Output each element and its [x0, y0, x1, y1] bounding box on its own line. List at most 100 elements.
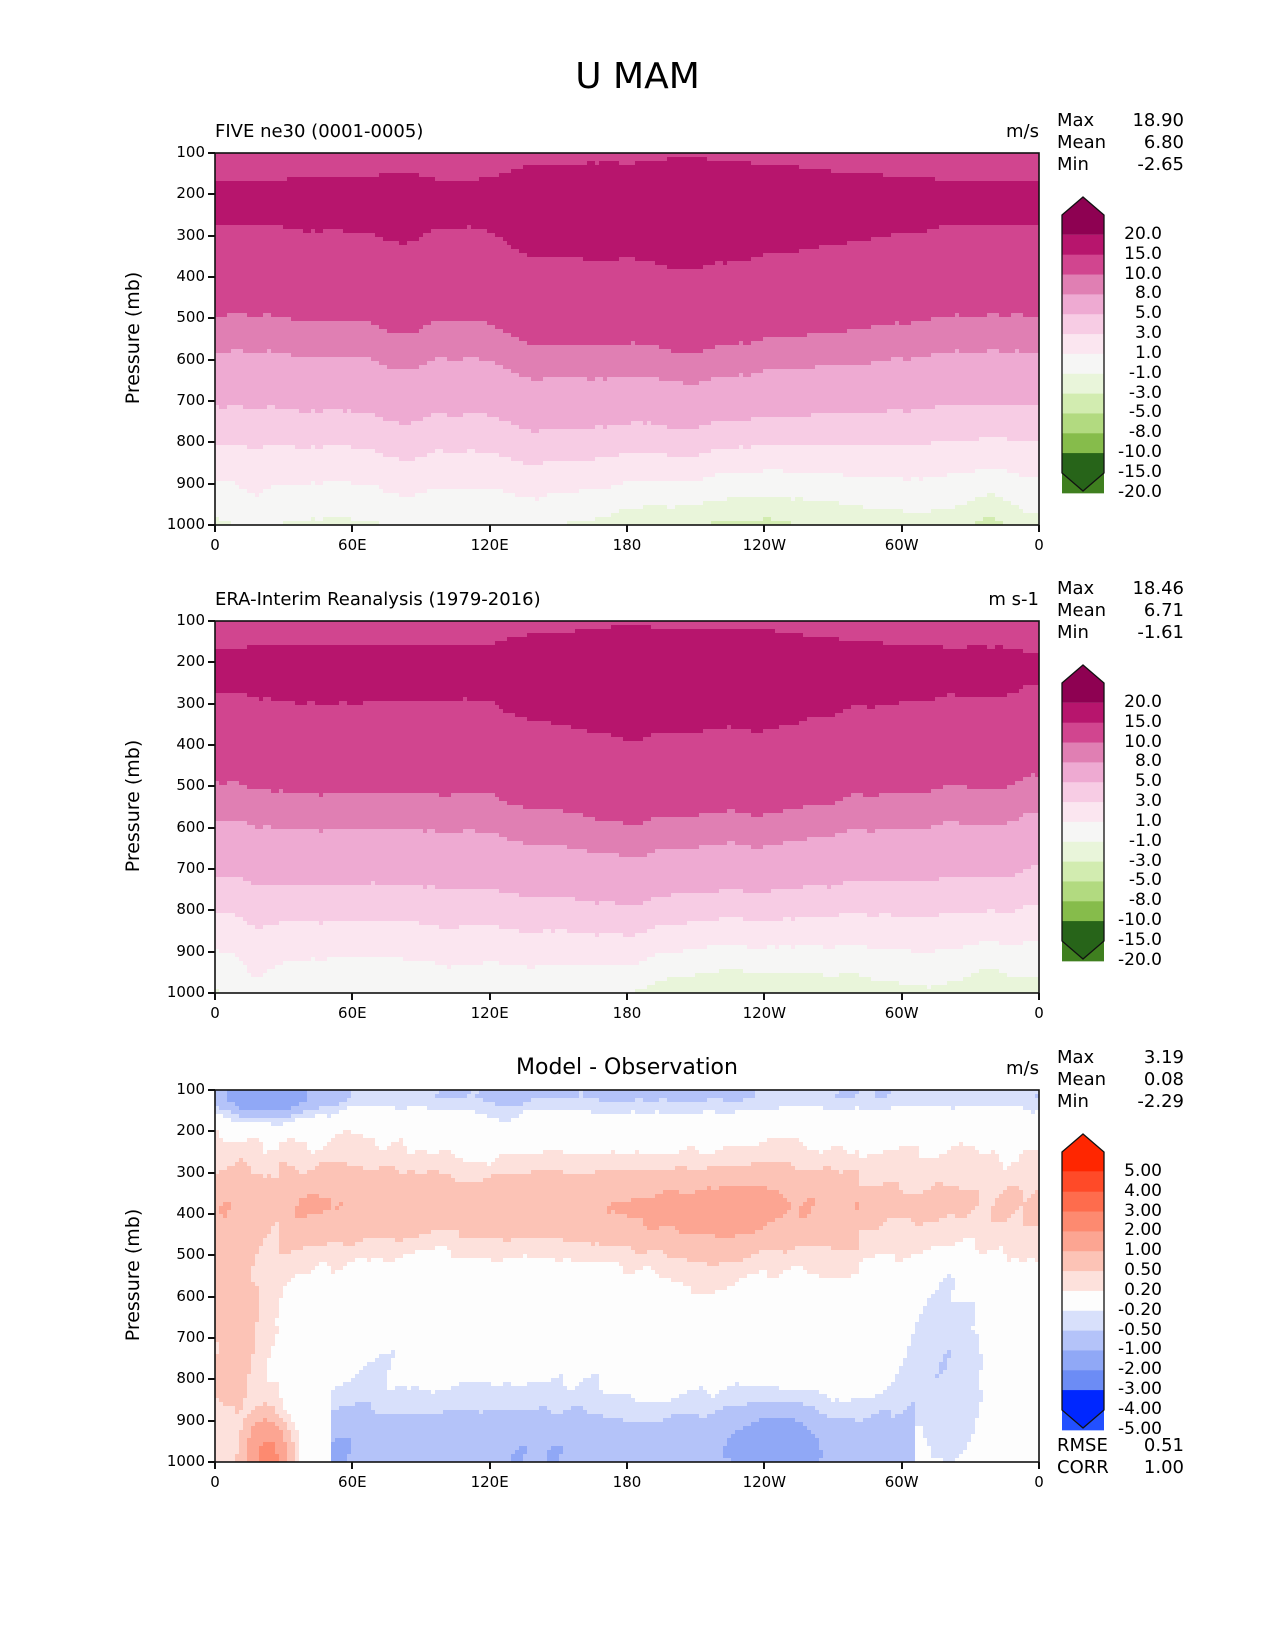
colorbar-swatch — [1062, 782, 1104, 803]
contour-cell — [903, 1362, 940, 1367]
contour-cell — [1023, 313, 1040, 318]
contour-cell — [803, 1402, 912, 1407]
contour-cell — [619, 453, 668, 458]
contour-cell — [307, 1098, 348, 1103]
contour-cell — [671, 1414, 700, 1419]
contour-cell — [223, 1114, 240, 1119]
contour-cell — [539, 429, 1040, 434]
y-tick — [208, 1089, 215, 1091]
contour-cell — [215, 1194, 308, 1199]
contour-cell — [727, 1442, 820, 1447]
contour-cell — [847, 329, 1040, 334]
contour-cell — [307, 1170, 400, 1175]
contour-cell — [215, 509, 620, 514]
contour-cell — [215, 457, 400, 462]
contour-cell — [231, 1118, 296, 1123]
contour-cell — [707, 1414, 828, 1419]
contour-cell — [883, 1182, 900, 1187]
contour-cell — [331, 1434, 732, 1439]
y-tick-label: 800 — [176, 900, 205, 919]
contour-cell — [499, 417, 752, 422]
contour-cell — [347, 1162, 488, 1167]
contour-cell — [555, 1258, 564, 1263]
contour-cell — [315, 1150, 408, 1155]
contour-cell — [279, 1146, 308, 1151]
contour-cell — [1019, 817, 1040, 822]
contour-cell — [351, 1450, 516, 1455]
contour-cell — [999, 969, 1040, 974]
contour-cell — [835, 801, 1040, 806]
contour-cell — [547, 1458, 560, 1463]
contour-cell — [943, 1182, 1040, 1187]
contour-cell — [583, 813, 700, 818]
contour-cell — [263, 1146, 280, 1151]
contour-cell — [519, 337, 764, 342]
contour-cell — [271, 313, 956, 318]
contour-cell — [943, 1458, 956, 1463]
contour-cell — [215, 1390, 248, 1395]
contour-cell — [679, 1190, 696, 1195]
contour-cell — [755, 1090, 840, 1095]
contour-cell — [215, 1186, 708, 1191]
contour-cell — [523, 805, 804, 810]
contour-cell — [371, 881, 376, 886]
contour-cell — [215, 1370, 252, 1375]
contour-cell — [259, 1302, 280, 1307]
contour-cell — [527, 1450, 548, 1455]
contour-cell — [295, 1446, 300, 1451]
contour-cell — [1003, 1166, 1008, 1171]
contour-cell — [215, 889, 500, 894]
contour-cell — [231, 1110, 304, 1115]
contour-cell — [823, 1166, 832, 1171]
contour-cell — [375, 413, 432, 418]
contour-cell — [703, 265, 1040, 270]
contour-cell — [595, 425, 604, 430]
colorbar-level-label: 20.0 — [1124, 223, 1162, 244]
contour-cell — [807, 333, 1040, 338]
contour-cell — [567, 1386, 576, 1391]
contour-cell — [807, 717, 1040, 722]
contour-cell — [323, 793, 440, 798]
contour-cell — [959, 349, 988, 354]
contour-cell — [255, 925, 264, 930]
contour-cell — [727, 261, 1040, 266]
contour-cell — [659, 1110, 704, 1115]
contour-cell — [499, 961, 640, 966]
contour-cell — [535, 497, 540, 502]
contour-cell — [727, 1438, 820, 1443]
contour-cell — [235, 1162, 248, 1167]
stat-label-min: Min — [1057, 1091, 1089, 1112]
contour-cell — [215, 949, 220, 954]
contour-cell — [255, 1262, 320, 1267]
contour-cell — [563, 1374, 592, 1379]
y-tick — [208, 234, 215, 237]
contour-cell — [215, 1410, 236, 1415]
contour-cell — [239, 1430, 252, 1435]
contour-cell — [215, 513, 612, 518]
contour-cell — [979, 437, 1008, 442]
contour-cell — [403, 1138, 768, 1143]
contour-cell — [215, 797, 500, 802]
contour-cell — [403, 1238, 504, 1243]
contour-cell — [611, 1150, 616, 1155]
contour-cell — [1007, 693, 1040, 698]
contour-cell — [1023, 777, 1040, 782]
contour-cell — [287, 1426, 296, 1431]
contour-cell — [259, 1314, 280, 1319]
contour-cell — [979, 1194, 1000, 1199]
contour-cell — [215, 273, 1040, 278]
contour-cell — [899, 1146, 920, 1151]
stat-label-rmse: RMSE — [1057, 1435, 1108, 1456]
contour-cell — [623, 1418, 664, 1423]
contour-cell — [751, 1162, 792, 1167]
contour-cell — [215, 1258, 256, 1263]
contour-cell — [215, 477, 704, 482]
contour-cell — [407, 1386, 412, 1391]
contour-cell — [251, 1274, 296, 1279]
contour-cell — [455, 1154, 500, 1159]
contour-cell — [215, 1210, 220, 1215]
contour-cell — [439, 925, 460, 930]
contour-cell — [563, 1258, 572, 1263]
contour-cell — [735, 1430, 812, 1435]
contour-cell — [215, 1170, 220, 1175]
